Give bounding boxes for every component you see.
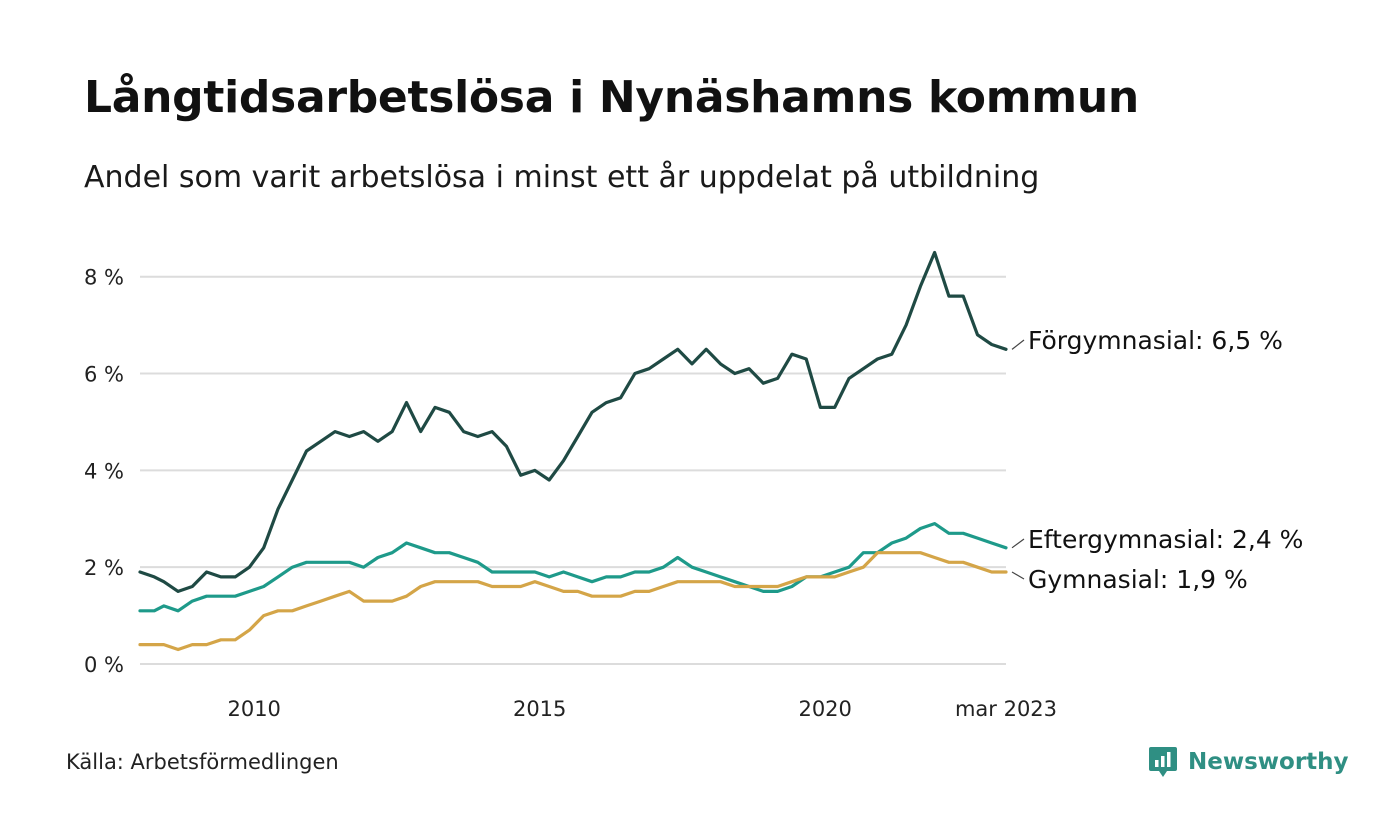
gridlines xyxy=(140,275,1006,665)
label-leader-line xyxy=(1011,571,1025,580)
x-tick-label: 2015 xyxy=(513,697,566,721)
series-end-label: Gymnasial: 1,9 % xyxy=(1028,565,1248,594)
series-end-labels: Förgymnasial: 6,5 % Eftergymnasial: 2,4 %… xyxy=(1011,326,1303,594)
chart-title: Långtidsarbetslösa i Nynäshamns kommun xyxy=(84,72,1139,123)
series-end-label: Förgymnasial: 6,5 % xyxy=(1028,326,1283,355)
series-line xyxy=(138,522,1008,613)
series-lines xyxy=(138,250,1008,652)
x-axis-tick-labels: 2010 2015 2020 mar 2023 xyxy=(227,697,1057,721)
brand-logo: Newsworthy xyxy=(1148,744,1349,780)
chart-subtitle: Andel som varit arbetslösa i minst ett å… xyxy=(84,160,1040,195)
y-tick-label: 6 % xyxy=(84,363,124,387)
y-tick-label: 2 % xyxy=(84,556,124,580)
label-leader-line xyxy=(1011,538,1025,549)
x-tick-label: 2010 xyxy=(227,697,280,721)
series-end-label: Eftergymnasial: 2,4 % xyxy=(1028,525,1303,554)
series-line xyxy=(138,551,1008,652)
y-axis-tick-labels: 0 % 2 % 4 % 6 % 8 % xyxy=(84,266,124,677)
y-tick-label: 0 % xyxy=(84,653,124,677)
x-tick-label: 2020 xyxy=(798,697,851,721)
x-tick-label: mar 2023 xyxy=(955,697,1057,721)
brand-name: Newsworthy xyxy=(1188,749,1349,775)
bar-chart-icon xyxy=(1149,747,1177,777)
y-tick-label: 4 % xyxy=(84,459,124,483)
series-line xyxy=(138,250,1008,593)
y-tick-label: 8 % xyxy=(84,266,124,290)
label-leader-line xyxy=(1011,339,1025,350)
source-note: Källa: Arbetsförmedlingen xyxy=(66,750,339,774)
